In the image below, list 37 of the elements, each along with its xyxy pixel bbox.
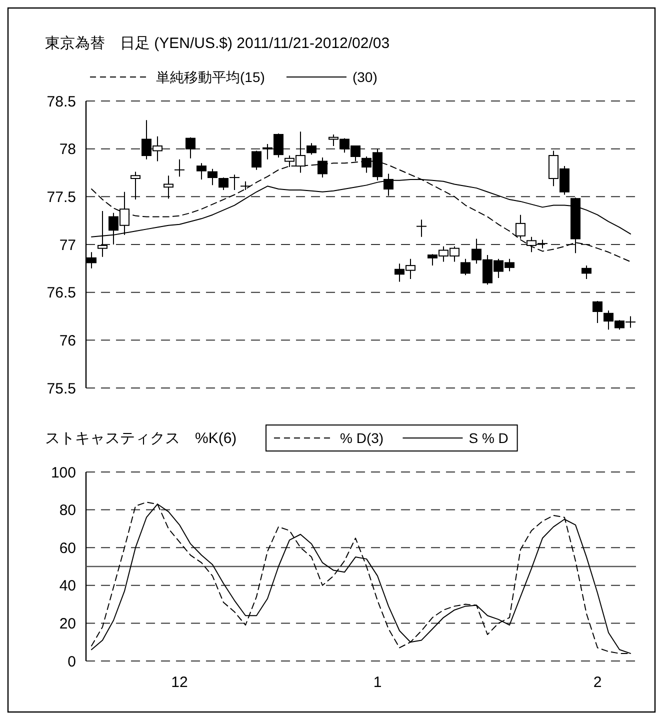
- y-tick-label: 0: [68, 653, 76, 670]
- legend-label: (30): [352, 69, 378, 85]
- candlestick: [229, 174, 240, 190]
- candlestick: [130, 171, 140, 200]
- y-tick-label: 40: [59, 578, 76, 595]
- candlestick: [196, 162, 206, 180]
- y-tick-label: 20: [59, 615, 76, 632]
- candlestick: [416, 219, 427, 238]
- y-tick-label: 77: [59, 236, 76, 254]
- y-tick-label: 75.5: [46, 380, 76, 398]
- y-tick-label: 78: [59, 141, 76, 158]
- y-tick-label: 76: [59, 332, 76, 350]
- candlestick: [516, 214, 526, 240]
- chart-title: 東京為替 日足 (YEN/US.$) 2011/11/21-2012/02/03: [45, 35, 390, 52]
- y-tick-label: 60: [59, 540, 76, 557]
- legend-label: S % D: [468, 430, 508, 446]
- chart-title: ストキャスティクス %K(6): [45, 430, 237, 447]
- x-tick-label: 2: [593, 674, 602, 691]
- y-tick-label: 78.5: [46, 93, 76, 110]
- candlestick: [186, 136, 196, 159]
- legend-label: % D(3): [340, 430, 384, 446]
- candlestick: [208, 168, 218, 186]
- x-tick-label: 12: [171, 674, 188, 691]
- candlestick: [252, 150, 262, 170]
- candlestick: [582, 265, 592, 280]
- x-tick-label: 1: [373, 674, 382, 691]
- candlestick: [306, 142, 316, 156]
- y-tick-label: 77.5: [46, 188, 76, 206]
- candlestick: [174, 158, 185, 178]
- legend-label: 単純移動平均(15): [156, 69, 265, 85]
- candlestick: [164, 175, 174, 200]
- candlestick: [592, 300, 602, 324]
- y-tick-label: 100: [50, 464, 76, 482]
- candlestick: [218, 177, 228, 190]
- y-tick-label: 76.5: [46, 284, 76, 302]
- candlestick: [460, 258, 470, 276]
- y-tick-label: 80: [59, 502, 76, 520]
